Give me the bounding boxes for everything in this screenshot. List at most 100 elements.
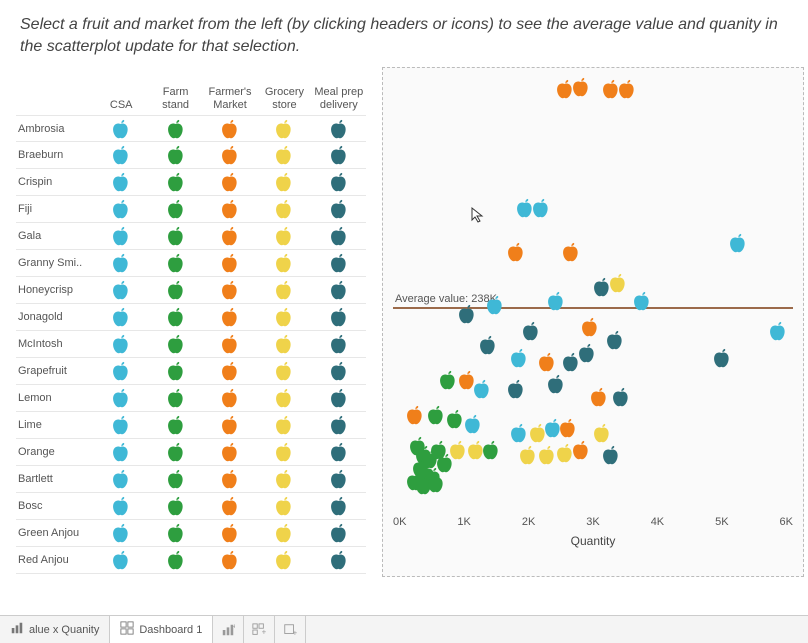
scatter-point[interactable]: [600, 444, 622, 466]
scatter-chart[interactable]: Average value: 238K: [382, 67, 804, 577]
matrix-cell[interactable]: [148, 360, 202, 382]
scatter-point[interactable]: [508, 347, 530, 369]
matrix-cell[interactable]: [203, 118, 257, 140]
matrix-cell[interactable]: [312, 495, 366, 517]
matrix-cell[interactable]: [257, 225, 311, 247]
matrix-cell[interactable]: [203, 495, 257, 517]
matrix-cell[interactable]: [257, 279, 311, 301]
matrix-cell[interactable]: [257, 252, 311, 274]
row-header[interactable]: Ambrosia: [16, 123, 94, 135]
matrix-cell[interactable]: [203, 252, 257, 274]
matrix-cell[interactable]: [94, 118, 148, 140]
matrix-cell[interactable]: [148, 171, 202, 193]
scatter-point[interactable]: [536, 351, 558, 373]
scatter-point[interactable]: [576, 342, 598, 364]
column-header[interactable]: Farm stand: [148, 86, 202, 111]
matrix-cell[interactable]: [257, 414, 311, 436]
column-header[interactable]: CSA: [94, 99, 148, 112]
scatter-point[interactable]: [767, 320, 789, 342]
matrix-cell[interactable]: [257, 549, 311, 571]
matrix-cell[interactable]: [312, 414, 366, 436]
scatter-point[interactable]: [579, 316, 601, 338]
matrix-cell[interactable]: [312, 225, 366, 247]
scatter-point[interactable]: [711, 347, 733, 369]
scatter-point[interactable]: [560, 241, 582, 263]
scatter-point[interactable]: [591, 422, 613, 444]
scatter-point[interactable]: [557, 417, 579, 439]
row-header[interactable]: Granny Smi..: [16, 257, 94, 269]
matrix-cell[interactable]: [312, 118, 366, 140]
matrix-cell[interactable]: [94, 360, 148, 382]
row-header[interactable]: Red Anjou: [16, 554, 94, 566]
matrix-cell[interactable]: [257, 522, 311, 544]
scatter-point[interactable]: [607, 272, 629, 294]
row-header[interactable]: Green Anjou: [16, 527, 94, 539]
scatter-point[interactable]: [570, 439, 592, 461]
matrix-cell[interactable]: [257, 387, 311, 409]
matrix-cell[interactable]: [312, 252, 366, 274]
matrix-cell[interactable]: [148, 387, 202, 409]
scatter-point[interactable]: [727, 232, 749, 254]
matrix-cell[interactable]: [94, 468, 148, 490]
column-header[interactable]: Farmer's Market: [203, 86, 257, 111]
matrix-cell[interactable]: [203, 306, 257, 328]
matrix-cell[interactable]: [312, 441, 366, 463]
matrix-cell[interactable]: [257, 198, 311, 220]
matrix-cell[interactable]: [312, 468, 366, 490]
matrix-cell[interactable]: [312, 279, 366, 301]
matrix-cell[interactable]: [312, 360, 366, 382]
tab-active[interactable]: Dashboard 1: [110, 616, 213, 643]
scatter-point[interactable]: [610, 386, 632, 408]
matrix-cell[interactable]: [203, 441, 257, 463]
matrix-cell[interactable]: [94, 522, 148, 544]
new-sheet-button[interactable]: +: [213, 616, 244, 643]
matrix-cell[interactable]: [148, 441, 202, 463]
row-header[interactable]: Orange: [16, 446, 94, 458]
matrix-cell[interactable]: [312, 333, 366, 355]
matrix-cell[interactable]: [203, 468, 257, 490]
scatter-point[interactable]: [604, 329, 626, 351]
matrix-cell[interactable]: [203, 198, 257, 220]
scatter-point[interactable]: [530, 197, 552, 219]
scatter-point[interactable]: [484, 294, 506, 316]
matrix-cell[interactable]: [312, 198, 366, 220]
matrix-cell[interactable]: [94, 252, 148, 274]
matrix-cell[interactable]: [94, 279, 148, 301]
column-header[interactable]: Meal prep delivery: [312, 86, 366, 111]
matrix-cell[interactable]: [257, 495, 311, 517]
scatter-point[interactable]: [471, 378, 493, 400]
row-header[interactable]: Lemon: [16, 392, 94, 404]
scatter-point[interactable]: [545, 373, 567, 395]
matrix-cell[interactable]: [312, 387, 366, 409]
matrix-cell[interactable]: [148, 333, 202, 355]
matrix-cell[interactable]: [148, 468, 202, 490]
scatter-point[interactable]: [520, 320, 542, 342]
row-header[interactable]: Braeburn: [16, 149, 94, 161]
matrix-cell[interactable]: [94, 144, 148, 166]
column-header[interactable]: Grocery store: [257, 86, 311, 111]
matrix-cell[interactable]: [312, 171, 366, 193]
matrix-cell[interactable]: [257, 333, 311, 355]
matrix-cell[interactable]: [94, 387, 148, 409]
scatter-point[interactable]: [462, 413, 484, 435]
matrix-cell[interactable]: [257, 468, 311, 490]
matrix-cell[interactable]: [148, 198, 202, 220]
matrix-cell[interactable]: [312, 549, 366, 571]
matrix-cell[interactable]: [148, 549, 202, 571]
matrix-cell[interactable]: [203, 549, 257, 571]
matrix-cell[interactable]: [94, 495, 148, 517]
scatter-point[interactable]: [505, 378, 527, 400]
matrix-cell[interactable]: [257, 441, 311, 463]
new-story-button[interactable]: +: [275, 616, 306, 643]
matrix-cell[interactable]: [148, 495, 202, 517]
matrix-cell[interactable]: [203, 414, 257, 436]
row-header[interactable]: Fiji: [16, 203, 94, 215]
matrix-cell[interactable]: [148, 279, 202, 301]
scatter-point[interactable]: [425, 472, 447, 494]
scatter-point[interactable]: [477, 334, 499, 356]
new-dashboard-button[interactable]: +: [244, 616, 275, 643]
matrix-cell[interactable]: [257, 144, 311, 166]
matrix-cell[interactable]: [148, 522, 202, 544]
matrix-cell[interactable]: [257, 306, 311, 328]
matrix-cell[interactable]: [148, 225, 202, 247]
